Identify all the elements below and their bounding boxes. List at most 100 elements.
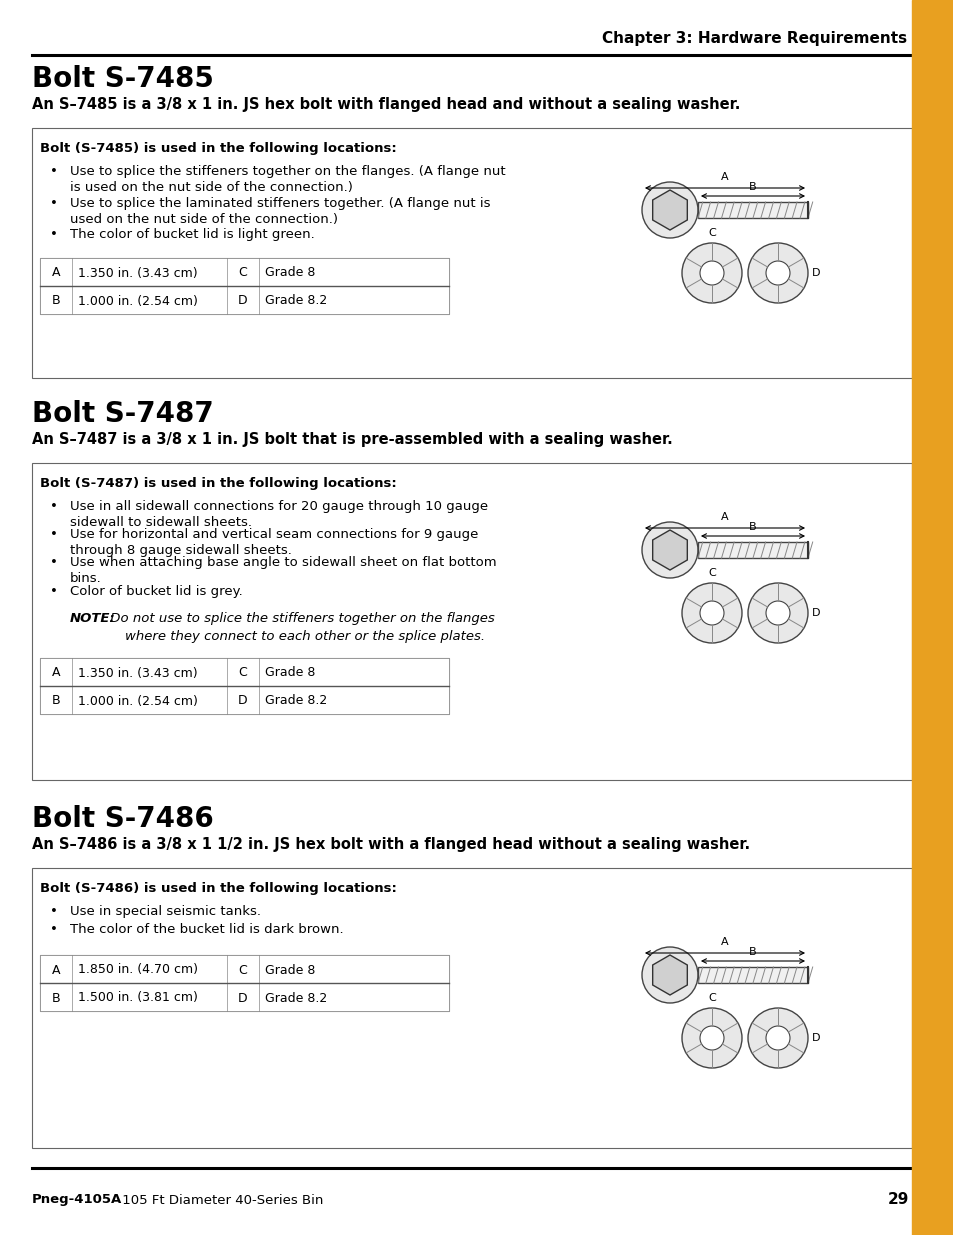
Text: sidewall to sidewall sheets.: sidewall to sidewall sheets. xyxy=(70,516,252,529)
Text: •: • xyxy=(50,585,58,598)
Text: Grade 8: Grade 8 xyxy=(265,267,315,279)
Circle shape xyxy=(700,261,723,285)
Circle shape xyxy=(641,947,698,1003)
Text: bins.: bins. xyxy=(70,572,102,585)
Bar xyxy=(40,258,449,287)
Circle shape xyxy=(765,1026,789,1050)
Bar xyxy=(698,542,807,558)
Text: Bolt S-7485: Bolt S-7485 xyxy=(32,65,213,93)
Text: •: • xyxy=(50,529,58,541)
Polygon shape xyxy=(652,955,686,995)
Text: through 8 gauge sidewall sheets.: through 8 gauge sidewall sheets. xyxy=(70,543,292,557)
Text: used on the nut side of the connection.): used on the nut side of the connection.) xyxy=(70,212,337,226)
Text: Use when attaching base angle to sidewall sheet on flat bottom: Use when attaching base angle to sidewal… xyxy=(70,556,497,569)
Circle shape xyxy=(681,583,741,643)
Bar xyxy=(911,0,953,1235)
Text: •: • xyxy=(50,228,58,241)
Circle shape xyxy=(747,1008,807,1068)
Text: 29: 29 xyxy=(886,1193,908,1208)
Circle shape xyxy=(681,243,741,303)
Text: An S–7485 is a 3/8 x 1 in. JS hex bolt with flanged head and without a sealing w: An S–7485 is a 3/8 x 1 in. JS hex bolt w… xyxy=(32,98,740,112)
Text: A: A xyxy=(51,667,60,679)
Circle shape xyxy=(765,601,789,625)
Text: C: C xyxy=(707,993,715,1003)
Text: •: • xyxy=(50,165,58,178)
Text: D: D xyxy=(238,694,248,708)
Text: D: D xyxy=(238,294,248,308)
Text: The color of bucket lid is light green.: The color of bucket lid is light green. xyxy=(70,228,314,241)
Text: Grade 8: Grade 8 xyxy=(265,667,315,679)
Text: Bolt S-7487: Bolt S-7487 xyxy=(32,400,213,429)
Bar xyxy=(40,287,449,314)
Text: D: D xyxy=(238,992,248,1004)
Text: Bolt (S-7486) is used in the following locations:: Bolt (S-7486) is used in the following l… xyxy=(40,882,396,895)
Text: Grade 8.2: Grade 8.2 xyxy=(265,992,327,1004)
Circle shape xyxy=(681,1008,741,1068)
Text: 1.000 in. (2.54 cm): 1.000 in. (2.54 cm) xyxy=(78,694,197,708)
Bar xyxy=(40,955,449,1011)
Text: Grade 8: Grade 8 xyxy=(265,963,315,977)
Text: Bolt (S-7485) is used in the following locations:: Bolt (S-7485) is used in the following l… xyxy=(40,142,396,156)
Text: Pneg-4105A: Pneg-4105A xyxy=(32,1193,122,1207)
Text: Use to splice the stiffeners together on the flanges. (A flange nut: Use to splice the stiffeners together on… xyxy=(70,165,505,178)
Text: A: A xyxy=(720,172,728,182)
Text: Do not use to splice the stiffeners together on the flanges: Do not use to splice the stiffeners toge… xyxy=(106,613,495,625)
Text: A: A xyxy=(51,267,60,279)
Circle shape xyxy=(641,522,698,578)
Text: 1.350 in. (3.43 cm): 1.350 in. (3.43 cm) xyxy=(78,267,197,279)
Text: Use for horizontal and vertical seam connections for 9 gauge: Use for horizontal and vertical seam con… xyxy=(70,529,477,541)
Polygon shape xyxy=(652,530,686,571)
Bar xyxy=(40,685,449,714)
Text: The color of the bucket lid is dark brown.: The color of the bucket lid is dark brow… xyxy=(70,923,343,936)
Text: NOTE:: NOTE: xyxy=(70,613,115,625)
Text: 1.500 in. (3.81 cm): 1.500 in. (3.81 cm) xyxy=(78,992,197,1004)
Text: •: • xyxy=(50,556,58,569)
Circle shape xyxy=(700,601,723,625)
Bar xyxy=(698,967,807,983)
Text: 1.350 in. (3.43 cm): 1.350 in. (3.43 cm) xyxy=(78,667,197,679)
Bar xyxy=(40,658,449,714)
Text: An S–7487 is a 3/8 x 1 in. JS bolt that is pre-assembled with a sealing washer.: An S–7487 is a 3/8 x 1 in. JS bolt that … xyxy=(32,432,672,447)
Text: C: C xyxy=(238,667,247,679)
Text: D: D xyxy=(811,268,820,278)
Text: C: C xyxy=(707,568,715,578)
Text: D: D xyxy=(811,1032,820,1044)
Text: 105 Ft Diameter 40-Series Bin: 105 Ft Diameter 40-Series Bin xyxy=(118,1193,323,1207)
Text: Use in special seismic tanks.: Use in special seismic tanks. xyxy=(70,905,261,918)
Text: D: D xyxy=(811,608,820,618)
Text: A: A xyxy=(720,513,728,522)
Text: B: B xyxy=(51,992,60,1004)
Text: where they connect to each other or the splice plates.: where they connect to each other or the … xyxy=(125,630,485,643)
Text: Bolt (S-7487) is used in the following locations:: Bolt (S-7487) is used in the following l… xyxy=(40,477,396,490)
Text: Color of bucket lid is grey.: Color of bucket lid is grey. xyxy=(70,585,242,598)
Text: 1.850 in. (4.70 cm): 1.850 in. (4.70 cm) xyxy=(78,963,198,977)
Text: Chapter 3: Hardware Requirements: Chapter 3: Hardware Requirements xyxy=(601,31,906,46)
Text: B: B xyxy=(51,294,60,308)
Text: •: • xyxy=(50,905,58,918)
Bar xyxy=(32,868,911,1149)
Bar xyxy=(40,983,449,1011)
Text: Use to splice the laminated stiffeners together. (A flange nut is: Use to splice the laminated stiffeners t… xyxy=(70,198,490,210)
Bar xyxy=(40,658,449,685)
Text: 1.000 in. (2.54 cm): 1.000 in. (2.54 cm) xyxy=(78,294,197,308)
Text: B: B xyxy=(748,522,756,532)
Circle shape xyxy=(641,182,698,238)
Text: A: A xyxy=(51,963,60,977)
Text: An S–7486 is a 3/8 x 1 1/2 in. JS hex bolt with a flanged head without a sealing: An S–7486 is a 3/8 x 1 1/2 in. JS hex bo… xyxy=(32,837,749,852)
Bar xyxy=(32,463,911,781)
Text: Grade 8.2: Grade 8.2 xyxy=(265,694,327,708)
Text: B: B xyxy=(748,182,756,191)
Bar xyxy=(40,258,449,314)
Circle shape xyxy=(700,1026,723,1050)
Text: Use in all sidewall connections for 20 gauge through 10 gauge: Use in all sidewall connections for 20 g… xyxy=(70,500,488,513)
Text: C: C xyxy=(707,228,715,238)
Text: •: • xyxy=(50,198,58,210)
Bar xyxy=(32,128,911,378)
Text: A: A xyxy=(720,937,728,947)
Text: •: • xyxy=(50,500,58,513)
Circle shape xyxy=(765,261,789,285)
Text: •: • xyxy=(50,923,58,936)
Text: is used on the nut side of the connection.): is used on the nut side of the connectio… xyxy=(70,182,353,194)
Text: Grade 8.2: Grade 8.2 xyxy=(265,294,327,308)
Bar xyxy=(40,955,449,983)
